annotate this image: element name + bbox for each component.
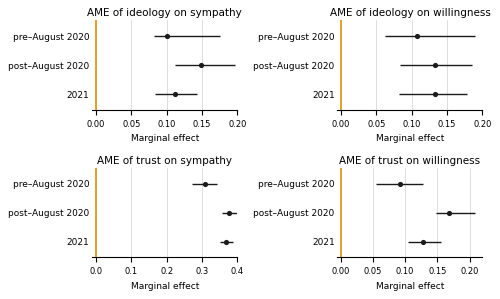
Point [431, 63, 439, 68]
Point [171, 92, 179, 97]
Point [162, 34, 170, 39]
Point [201, 181, 209, 186]
X-axis label: Marginal effect: Marginal effect [130, 134, 199, 143]
Point [396, 181, 404, 186]
Point [431, 92, 439, 97]
Point [196, 63, 204, 68]
Title: AME of trust on sympathy: AME of trust on sympathy [98, 156, 232, 166]
Point [414, 34, 422, 39]
Title: AME of ideology on sympathy: AME of ideology on sympathy [88, 8, 242, 18]
Point [419, 239, 427, 244]
Point [445, 210, 453, 215]
Title: AME of trust on willingness: AME of trust on willingness [340, 156, 480, 166]
Point [222, 239, 230, 244]
X-axis label: Marginal effect: Marginal effect [130, 282, 199, 291]
X-axis label: Marginal effect: Marginal effect [376, 134, 444, 143]
X-axis label: Marginal effect: Marginal effect [376, 282, 444, 291]
Point [224, 210, 232, 215]
Title: AME of ideology on willingness: AME of ideology on willingness [330, 8, 490, 18]
